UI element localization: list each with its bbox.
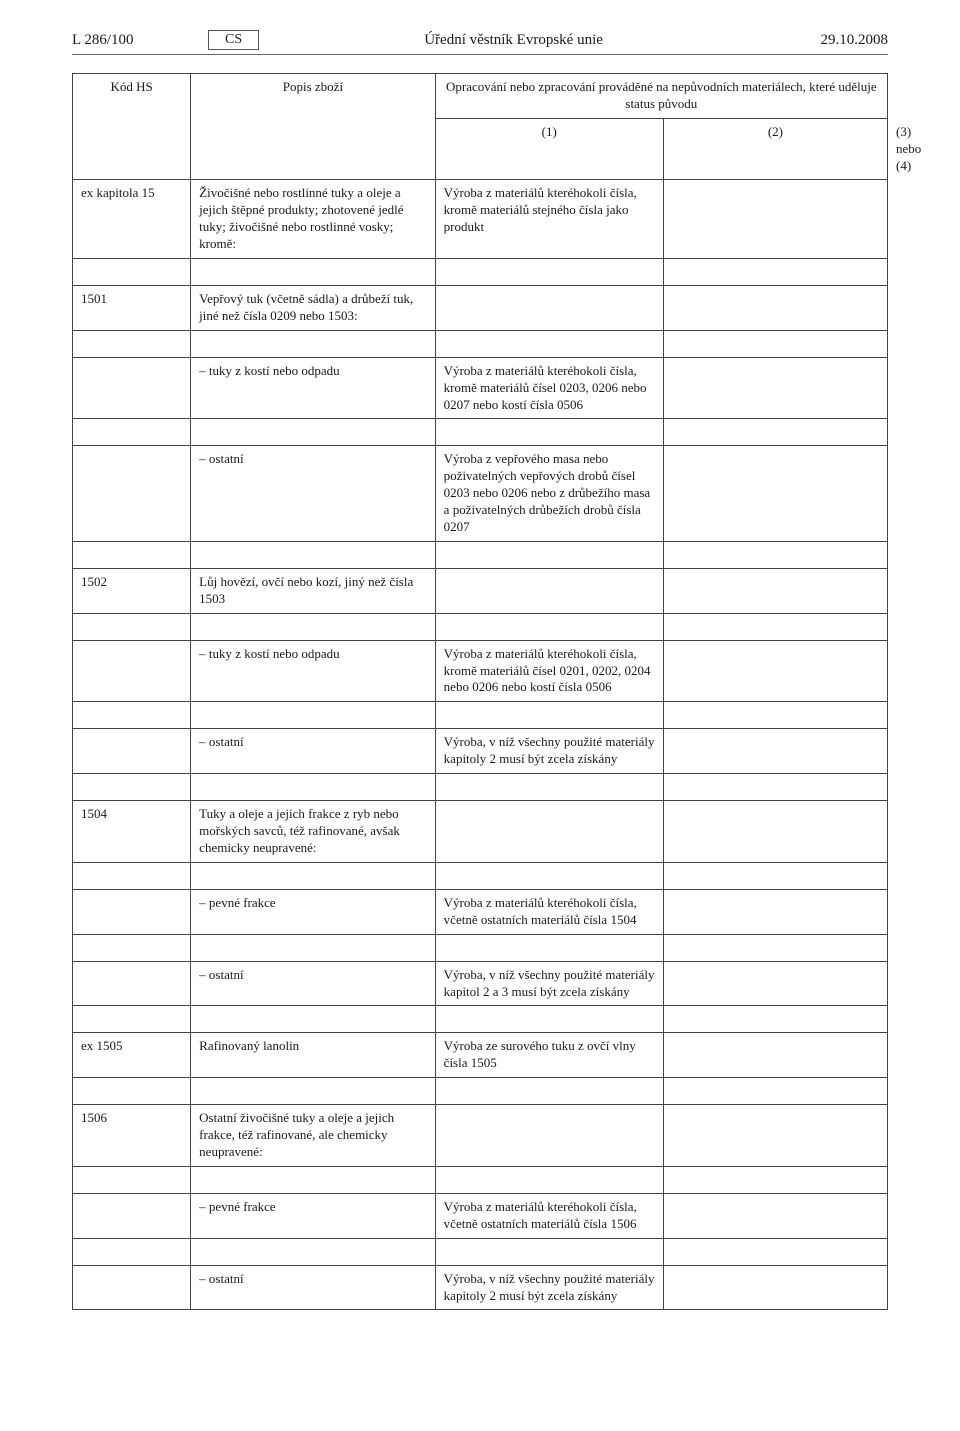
cell-rule-4 [663, 1265, 887, 1310]
table-row: – tuky z kostí nebo odpadu Výroba z mate… [73, 640, 888, 702]
table-row: – ostatní Výroba, v níž všechny použité … [73, 961, 888, 1006]
cell-desc: – ostatní [191, 961, 436, 1006]
cell-code [73, 1193, 191, 1238]
cell-rule: Výroba, v níž všechny použité materiály … [435, 1265, 663, 1310]
cell-code [73, 357, 191, 419]
table-row: ex 1505 Rafinovaný lanolin Výroba ze sur… [73, 1033, 888, 1078]
cell-rule-4 [663, 180, 887, 259]
col-header-desc: Popis zboží [191, 74, 436, 180]
spacer-row [73, 419, 888, 446]
cell-rule-4 [663, 1193, 887, 1238]
cell-rule: Výroba z materiálů kteréhokoli čísla, kr… [435, 640, 663, 702]
cell-desc: Živočišné nebo rostlinné tuky a oleje a … [191, 180, 436, 259]
header-lang-badge: CS [208, 30, 259, 50]
cell-rule-4 [663, 446, 887, 541]
spacer-row [73, 613, 888, 640]
cell-desc: – ostatní [191, 1265, 436, 1310]
cell-desc: Rafinovaný lanolin [191, 1033, 436, 1078]
cell-rule: Výroba z materiálů kteréhokoli čísla, kr… [435, 180, 663, 259]
cell-rule: Výroba z materiálů kteréhokoli čísla, kr… [435, 357, 663, 419]
cell-desc: Ostatní živočišné tuky a oleje a jejich … [191, 1105, 436, 1167]
cell-rule-4 [663, 729, 887, 774]
table-row: – tuky z kostí nebo odpadu Výroba z mate… [73, 357, 888, 419]
cell-code: ex kapitola 15 [73, 180, 191, 259]
col-num-2: (2) [663, 118, 887, 180]
cell-desc: Tuky a oleje a jejich frakce z ryb nebo … [191, 801, 436, 863]
header-center-title: Úřední věstník Evropské unie [259, 32, 768, 49]
cell-rule: Výroba z vepřového masa nebo poživatelný… [435, 446, 663, 541]
cell-rule-4 [663, 568, 887, 613]
col-header-rule-span: Opracování nebo zpracování prováděné na … [435, 74, 887, 119]
cell-desc: – ostatní [191, 446, 436, 541]
header-left: L 286/100 [72, 32, 202, 49]
table-row: – pevné frakce Výroba z materiálů kteréh… [73, 1193, 888, 1238]
cell-rule: Výroba, v níž všechny použité materiály … [435, 729, 663, 774]
cell-code [73, 446, 191, 541]
cell-code [73, 961, 191, 1006]
spacer-row [73, 1166, 888, 1193]
cell-rule: Výroba, v níž všechny použité materiály … [435, 961, 663, 1006]
cell-code: 1502 [73, 568, 191, 613]
spacer-row [73, 1238, 888, 1265]
cell-code [73, 889, 191, 934]
table-row: 1502 Lůj hovězí, ovčí nebo kozí, jiný ne… [73, 568, 888, 613]
cell-rule-4 [663, 1105, 887, 1167]
spacer-row [73, 1006, 888, 1033]
cell-code: 1506 [73, 1105, 191, 1167]
cell-desc: – pevné frakce [191, 889, 436, 934]
spacer-row [73, 702, 888, 729]
cell-desc: – pevné frakce [191, 1193, 436, 1238]
cell-code [73, 1265, 191, 1310]
cell-rule [435, 568, 663, 613]
table-row: – ostatní Výroba, v níž všechny použité … [73, 729, 888, 774]
spacer-row [73, 774, 888, 801]
header-date: 29.10.2008 [768, 32, 888, 49]
cell-rule-4 [663, 801, 887, 863]
cell-code: ex 1505 [73, 1033, 191, 1078]
cell-desc: Vepřový tuk (včetně sádla) a drůbeží tuk… [191, 286, 436, 331]
spacer-row [73, 1078, 888, 1105]
cell-rule: Výroba ze surového tuku z ovčí vlny čísl… [435, 1033, 663, 1078]
spacer-row [73, 934, 888, 961]
cell-desc: – tuky z kostí nebo odpadu [191, 357, 436, 419]
cell-rule: Výroba z materiálů kteréhokoli čísla, vč… [435, 1193, 663, 1238]
table-row: ex kapitola 15 Živočišné nebo rostlinné … [73, 180, 888, 259]
table-row: 1504 Tuky a oleje a jejich frakce z ryb … [73, 801, 888, 863]
cell-rule-4 [663, 961, 887, 1006]
cell-rule [435, 286, 663, 331]
cell-rule [435, 801, 663, 863]
cell-code: 1501 [73, 286, 191, 331]
table-row: – ostatní Výroba, v níž všechny použité … [73, 1265, 888, 1310]
cell-rule-4 [663, 357, 887, 419]
spacer-row [73, 862, 888, 889]
cell-code [73, 729, 191, 774]
cell-rule-4 [663, 286, 887, 331]
page: L 286/100 CS Úřední věstník Evropské uni… [0, 0, 960, 1350]
rules-table: Kód HS Popis zboží Opracování nebo zprac… [72, 73, 888, 1310]
cell-code: 1504 [73, 801, 191, 863]
cell-code [73, 640, 191, 702]
col-header-code: Kód HS [73, 74, 191, 180]
cell-rule-4 [663, 640, 887, 702]
col-num-1: (1) [435, 118, 663, 180]
table-header-row-1: Kód HS Popis zboží Opracování nebo zprac… [73, 74, 888, 119]
cell-rule-4 [663, 889, 887, 934]
cell-rule-4 [663, 1033, 887, 1078]
spacer-row [73, 259, 888, 286]
page-header: L 286/100 CS Úřední věstník Evropské uni… [72, 30, 888, 55]
table-row: 1506 Ostatní živočišné tuky a oleje a je… [73, 1105, 888, 1167]
table-row: – ostatní Výroba z vepřového masa nebo p… [73, 446, 888, 541]
cell-rule [435, 1105, 663, 1167]
table-row: 1501 Vepřový tuk (včetně sádla) a drůbež… [73, 286, 888, 331]
cell-desc: Lůj hovězí, ovčí nebo kozí, jiný než čís… [191, 568, 436, 613]
cell-rule: Výroba z materiálů kteréhokoli čísla, vč… [435, 889, 663, 934]
cell-desc: – tuky z kostí nebo odpadu [191, 640, 436, 702]
cell-desc: – ostatní [191, 729, 436, 774]
spacer-row [73, 541, 888, 568]
table-row: – pevné frakce Výroba z materiálů kteréh… [73, 889, 888, 934]
spacer-row [73, 330, 888, 357]
